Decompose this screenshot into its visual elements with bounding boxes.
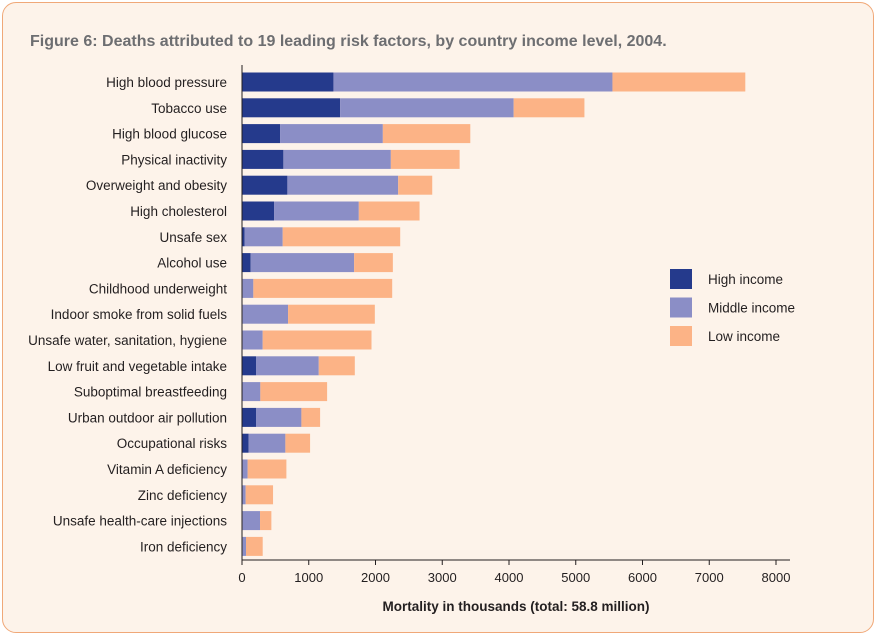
x-tick-label: 8000 — [762, 570, 791, 585]
category-label: Tobacco use — [151, 101, 227, 116]
bar-middle-income — [242, 485, 246, 505]
bar-middle-income — [242, 304, 289, 324]
bar-middle-income — [256, 356, 319, 376]
category-label: High blood glucose — [112, 127, 227, 142]
bar-low-income — [390, 149, 460, 169]
bar-high-income — [242, 227, 245, 247]
bar-middle-income — [256, 407, 302, 427]
category-label: Overweight and obesity — [86, 178, 227, 193]
bar-middle-income — [242, 330, 263, 350]
bars — [242, 72, 746, 556]
bar-high-income — [242, 201, 275, 221]
x-tick-label: 5000 — [561, 570, 590, 585]
category-label: High blood pressure — [106, 75, 227, 90]
bar-high-income — [242, 72, 334, 92]
x-tick-label: 4000 — [495, 570, 524, 585]
bar-middle-income — [280, 124, 383, 144]
bar-low-income — [260, 382, 328, 402]
category-label: Zinc deficiency — [138, 488, 228, 503]
x-tick-label: 6000 — [628, 570, 657, 585]
legend-swatch — [670, 269, 692, 289]
bar-middle-income — [242, 278, 254, 298]
bar-low-income — [358, 201, 420, 221]
category-label: Alcohol use — [157, 256, 227, 271]
bar-middle-income — [242, 459, 248, 479]
legend-label: Middle income — [708, 301, 795, 316]
bar-low-income — [318, 356, 355, 376]
category-label: Unsafe water, sanitation, hygiene — [28, 333, 227, 348]
bar-middle-income — [242, 511, 261, 531]
bar-low-income — [260, 511, 272, 531]
bar-middle-income — [283, 149, 391, 169]
category-label: Low fruit and vegetable intake — [48, 359, 227, 374]
category-label: Occupational risks — [117, 436, 228, 451]
category-label: Suboptimal breastfeeding — [74, 385, 227, 400]
bar-middle-income — [244, 227, 283, 247]
category-label: Childhood underweight — [89, 281, 227, 296]
bar-low-income — [513, 98, 585, 118]
bar-low-income — [246, 536, 263, 556]
x-axis-label: Mortality in thousands (total: 58.8 mill… — [382, 599, 649, 614]
bar-middle-income — [287, 175, 399, 195]
bar-high-income — [242, 124, 281, 144]
bar-low-income — [253, 278, 393, 298]
bar-high-income — [242, 433, 249, 453]
x-tick-label: 1000 — [294, 570, 323, 585]
bar-high-income — [242, 149, 284, 169]
bar-middle-income — [250, 253, 355, 273]
legend-swatch — [670, 326, 692, 346]
category-label: Physical inactivity — [121, 152, 227, 167]
category-label: Indoor smoke from solid fuels — [51, 307, 228, 322]
x-ticks: 0 1000 2000 3000 4000 5000 6000 7000 8000 — [238, 560, 790, 585]
bar-high-income — [242, 356, 257, 376]
bar-middle-income — [274, 201, 359, 221]
bar-middle-income — [333, 72, 613, 92]
bar-low-income — [612, 72, 746, 92]
category-label: Iron deficiency — [140, 539, 227, 554]
bar-high-income — [242, 253, 251, 273]
x-tick-label: 3000 — [428, 570, 457, 585]
bar-high-income — [242, 98, 341, 118]
bar-middle-income — [242, 382, 261, 402]
bar-middle-income — [242, 536, 247, 556]
bar-low-income — [382, 124, 471, 144]
x-tick-label: 0 — [238, 570, 245, 585]
category-label: Urban outdoor air pollution — [68, 410, 227, 425]
bar-low-income — [398, 175, 433, 195]
legend: High income Middle income Low income — [670, 269, 795, 346]
bar-low-income — [262, 330, 372, 350]
category-label: High cholesterol — [130, 204, 227, 219]
bar-low-income — [285, 433, 311, 453]
bar-low-income — [282, 227, 401, 247]
category-labels: High blood pressure Tobacco use High blood… — [28, 75, 227, 554]
legend-swatch — [670, 297, 692, 318]
category-label: Unsafe sex — [159, 230, 227, 245]
bar-low-income — [247, 459, 287, 479]
bar-high-income — [242, 175, 288, 195]
legend-label: High income — [708, 272, 783, 287]
category-label: Unsafe health-care injections — [53, 514, 227, 529]
chart-title: Figure 6: Deaths attributed to 19 leadin… — [30, 33, 667, 50]
bar-low-income — [288, 304, 375, 324]
x-tick-label: 7000 — [695, 570, 724, 585]
bar-middle-income — [340, 98, 514, 118]
bar-low-income — [301, 407, 321, 427]
bar-high-income — [242, 407, 257, 427]
bar-middle-income — [248, 433, 286, 453]
category-label: Vitamin A deficiency — [107, 462, 227, 477]
x-tick-label: 2000 — [361, 570, 390, 585]
bar-low-income — [245, 485, 274, 505]
bar-low-income — [354, 253, 393, 273]
legend-label: Low income — [708, 329, 780, 344]
